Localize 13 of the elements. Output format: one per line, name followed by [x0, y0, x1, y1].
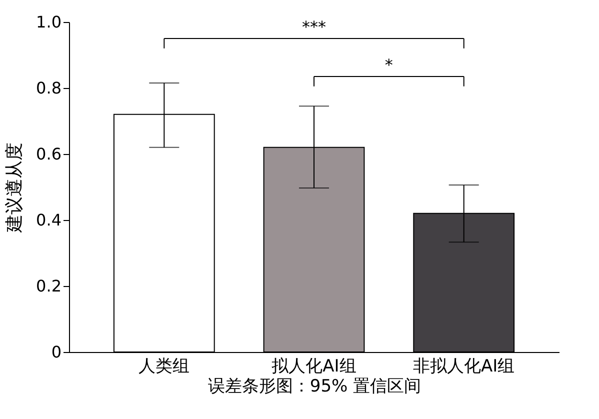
x-tick-label: 拟人化AI组 — [272, 356, 356, 376]
x-axis-title: 误差条形图：95% 置信区间 — [208, 376, 422, 396]
y-tick-label: 1.0 — [36, 12, 62, 32]
y-tick-label: 0.2 — [36, 276, 62, 296]
y-tick-label: 0.8 — [36, 78, 62, 98]
annotation: * — [384, 55, 393, 74]
y-tick-label: 0 — [51, 342, 62, 362]
y-axis-title: 建议遵从度 — [4, 142, 26, 234]
annotation: *** — [302, 18, 326, 36]
y-tick-label: 0.4 — [36, 210, 62, 230]
x-tick-label: 非拟人化AI组 — [413, 356, 515, 376]
y-tick-label: 0.6 — [36, 144, 62, 164]
x-tick-label: 人类组 — [138, 356, 190, 376]
